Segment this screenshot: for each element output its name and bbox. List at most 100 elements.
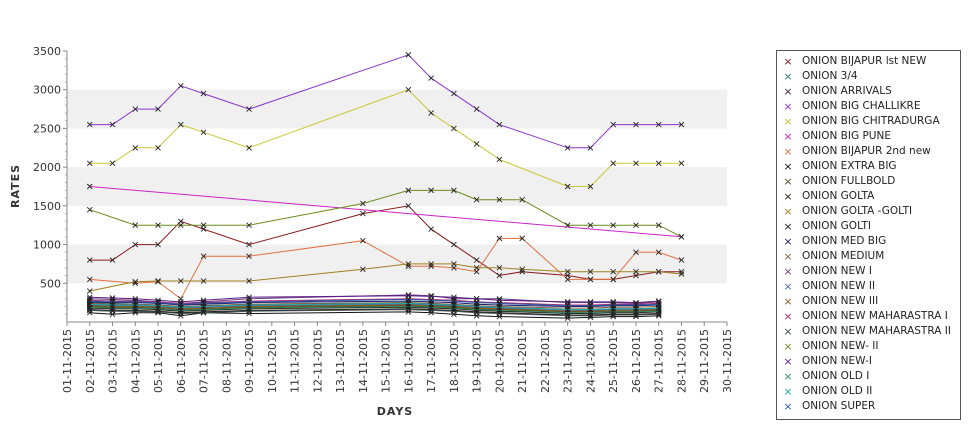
legend-label: ONION FULLBOLD	[802, 175, 896, 187]
data-point	[655, 268, 662, 275]
data-point	[496, 305, 503, 311]
data-point	[428, 226, 434, 232]
data-point	[177, 83, 184, 89]
y-tick-label: 1000	[33, 239, 61, 252]
data-point	[587, 222, 594, 229]
data-point	[428, 261, 434, 267]
data-point	[473, 264, 480, 271]
data-point	[678, 257, 685, 263]
data-point	[428, 297, 434, 304]
data-point	[633, 302, 639, 308]
data-point	[86, 298, 93, 304]
y-tick-label: 500	[40, 277, 61, 290]
x-tick-label: 25-11-2015	[607, 329, 620, 393]
x-tick-label: 21-11-2015	[516, 329, 529, 393]
data-point	[496, 299, 503, 306]
x-tick-label: 13-11-2015	[334, 329, 347, 393]
data-point	[360, 237, 366, 244]
data-point	[405, 301, 412, 308]
x-tick-label: 29-11-2015	[698, 329, 711, 393]
line-chart: 500 1000 1500 2000 2500 3000 3500 01-11-2015 02…	[9, 45, 734, 418]
data-point	[519, 196, 525, 203]
x-tick-label: 07-11-2015	[198, 329, 211, 393]
data-point	[633, 299, 639, 306]
data-point	[246, 241, 252, 248]
series	[86, 86, 685, 190]
data-point	[177, 299, 184, 305]
legend-label: ONION 3/4	[802, 70, 858, 82]
legend-marker-icon: ×	[783, 175, 793, 188]
x-tick-label: 23-11-2015	[562, 329, 575, 393]
data-point	[519, 266, 525, 273]
legend-marker-icon: ×	[783, 70, 793, 83]
x-tick-label: 24-11-2015	[584, 329, 597, 393]
data-point	[633, 249, 639, 256]
data-point	[633, 306, 639, 313]
data-point	[610, 121, 617, 128]
x-tick-label: 19-11-2015	[471, 329, 484, 393]
series	[86, 187, 685, 240]
data-point	[451, 241, 457, 248]
data-point	[86, 257, 93, 263]
data-point	[200, 90, 207, 97]
data-point	[587, 144, 594, 151]
data-point	[246, 253, 252, 260]
series	[86, 261, 685, 294]
data-point	[678, 121, 685, 128]
data-point	[610, 222, 617, 229]
legend-marker-icon: ×	[783, 295, 793, 308]
data-point	[109, 299, 116, 305]
data-point	[496, 235, 503, 242]
data-point	[655, 301, 662, 308]
series-line	[89, 89, 682, 187]
x-tick-label: 02-11-2015	[84, 329, 97, 393]
data-point	[451, 298, 457, 304]
data-point	[177, 301, 184, 308]
legend-marker-icon: ×	[783, 355, 793, 368]
data-point	[610, 276, 617, 283]
y-tick-label: 1500	[33, 200, 61, 213]
x-tick-label: 05-11-2015	[152, 329, 165, 393]
legend-marker-icon: ×	[783, 385, 793, 398]
data-point	[405, 296, 412, 303]
legend-label: ONION GOLTI	[802, 220, 871, 232]
data-point	[564, 276, 571, 283]
data-point	[155, 241, 161, 248]
y-tick-label: 2000	[33, 161, 61, 174]
data-point	[473, 141, 480, 147]
legend-label: ONION NEW II	[802, 280, 876, 292]
y-tick-label: 2500	[33, 122, 61, 135]
series	[86, 300, 662, 313]
series-line	[89, 186, 682, 238]
data-point	[246, 144, 252, 151]
data-point	[86, 183, 93, 190]
series	[86, 296, 662, 309]
data-point	[132, 278, 139, 285]
data-point	[132, 241, 139, 248]
data-point	[246, 299, 252, 305]
data-point	[155, 299, 161, 306]
data-point	[564, 144, 571, 151]
legend-marker-icon: ×	[783, 310, 793, 323]
data-point	[473, 304, 480, 311]
legend-label: ONION BIG CHALLIKRE	[802, 100, 921, 112]
y-axis-title: RATES	[9, 164, 22, 208]
legend-marker-icon: ×	[783, 340, 793, 353]
legend-marker-icon: ×	[783, 130, 793, 143]
data-point	[405, 52, 412, 58]
x-tick-label: 03-11-2015	[107, 329, 120, 393]
data-point	[496, 121, 503, 128]
x-tick-label: 20-11-2015	[493, 329, 506, 393]
x-axis-title: DAYS	[377, 405, 413, 418]
legend-label: ONION NEW MAHARASTRA I	[802, 310, 948, 322]
data-point	[473, 257, 480, 263]
data-point	[246, 106, 252, 112]
data-point	[200, 129, 207, 136]
data-point	[155, 222, 161, 229]
data-point	[246, 278, 252, 284]
data-point	[360, 210, 366, 217]
data-point	[610, 302, 617, 308]
data-point	[519, 235, 525, 242]
x-tick-label: 08-11-2015	[220, 329, 233, 393]
legend-marker-icon: ×	[783, 160, 793, 173]
